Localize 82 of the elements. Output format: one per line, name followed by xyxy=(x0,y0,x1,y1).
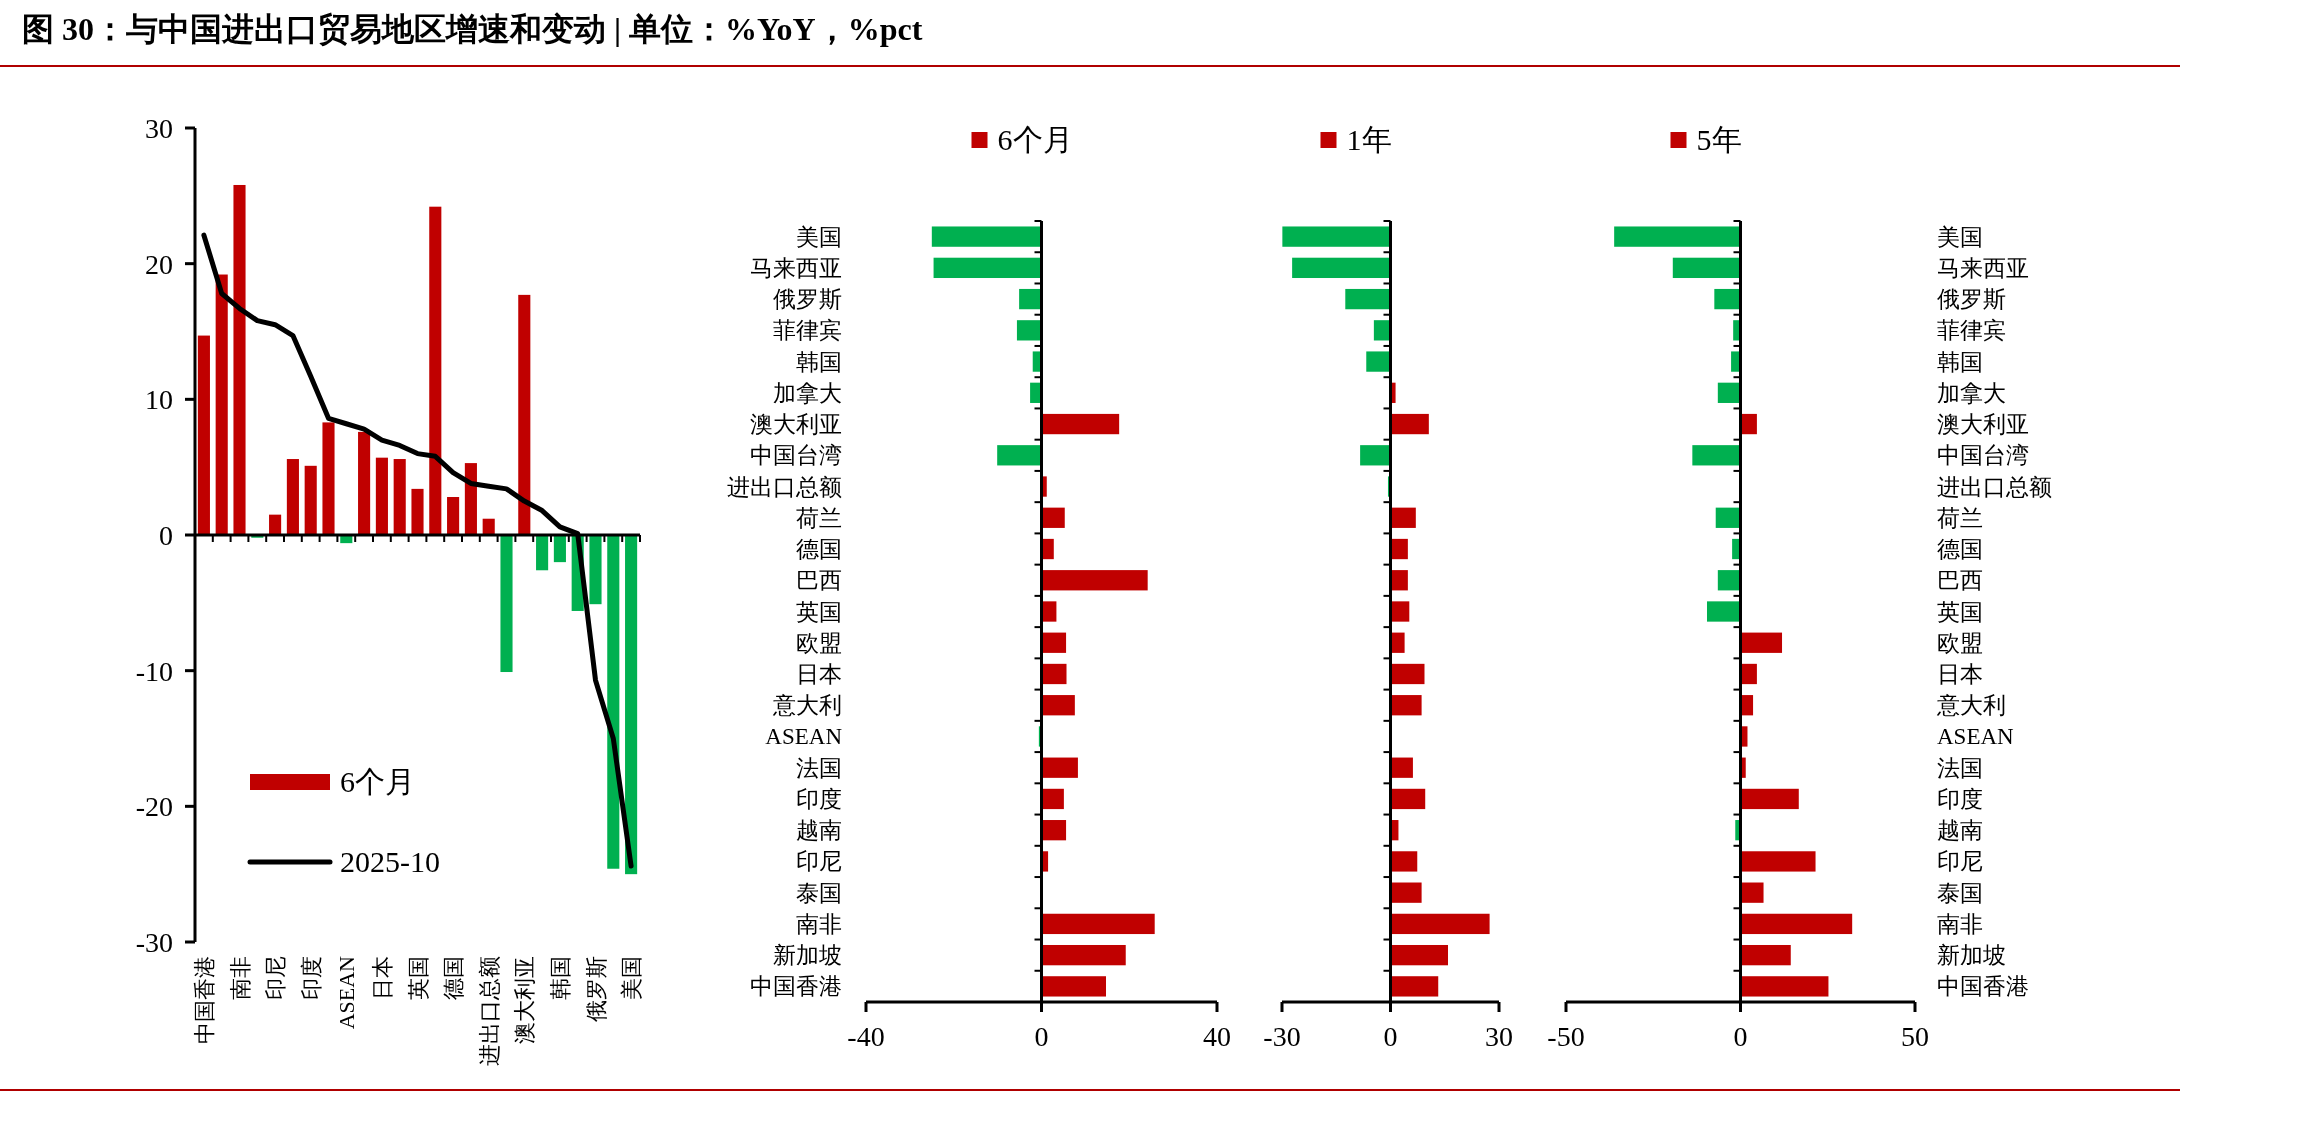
y-tick-label: 韩国 xyxy=(796,349,842,375)
y-tick-label: -20 xyxy=(135,791,173,823)
y-tick-label: -30 xyxy=(135,927,173,958)
x-tick-label: 50 xyxy=(1901,1021,1929,1052)
y2-tick-label: 巴西 xyxy=(1937,568,1983,594)
y-tick-label: 南非 xyxy=(796,911,842,937)
y-tick-label: 日本 xyxy=(796,661,842,687)
y2-tick-label: 越南 xyxy=(1937,818,1983,844)
y-tick-label: 0 xyxy=(159,520,173,551)
y-tick-label: ASEAN xyxy=(765,724,843,750)
x-tick-label: 进出口总额 xyxy=(476,956,502,1066)
y-tick-label: 泰国 xyxy=(796,880,842,906)
y-tick-label: 澳大利亚 xyxy=(750,412,842,438)
y-tick-label: 印尼 xyxy=(796,849,842,875)
x-tick-label: 韩国 xyxy=(547,956,573,1000)
y2-tick-label: ASEAN xyxy=(1937,724,2015,750)
legend-label: 1年 xyxy=(1346,123,1392,156)
legend-label: 6个月 xyxy=(340,765,415,798)
y2-tick-label: 欧盟 xyxy=(1937,630,1983,656)
x-tick-label: 30 xyxy=(1485,1021,1513,1052)
y-tick-label: 英国 xyxy=(796,599,842,625)
y2-tick-label: 印度 xyxy=(1937,786,1983,812)
x-tick-label: 0 xyxy=(1034,1021,1049,1052)
y-tick-label: 俄罗斯 xyxy=(773,287,842,313)
y2-tick-label: 泰国 xyxy=(1937,880,1983,906)
y-tick-label: 德国 xyxy=(796,537,842,563)
y2-tick-label: 新加坡 xyxy=(1937,943,2006,969)
legend-label: 2025-10 xyxy=(340,845,440,878)
x-tick-label: 0 xyxy=(1383,1021,1398,1052)
x-tick-label: 俄罗斯 xyxy=(583,956,609,1022)
x-tick-label: 0 xyxy=(1733,1021,1748,1052)
y2-tick-label: 中国台湾 xyxy=(1937,443,2029,469)
y2-tick-label: 俄罗斯 xyxy=(1937,287,2006,313)
x-tick-label: 南非 xyxy=(227,956,253,1000)
y-tick-label: 菲律宾 xyxy=(773,318,842,344)
y2-tick-label: 法国 xyxy=(1937,755,1983,781)
y2-tick-label: 韩国 xyxy=(1937,349,1983,375)
y-tick-label: 印度 xyxy=(796,786,842,812)
x-tick-label: 德国 xyxy=(441,956,467,1000)
y2-tick-label: 荷兰 xyxy=(1937,505,1983,531)
x-tick-label: 印尼 xyxy=(263,956,289,1000)
x-tick-label: 澳大利亚 xyxy=(512,956,538,1044)
x-tick-label: -40 xyxy=(847,1021,885,1052)
y2-tick-label: 印尼 xyxy=(1937,849,1983,875)
y-tick-label: 巴西 xyxy=(796,568,842,594)
x-tick-label: 日本 xyxy=(369,956,395,1000)
y-tick-label: 进出口总额 xyxy=(727,474,842,500)
y2-tick-label: 澳大利亚 xyxy=(1937,412,2029,438)
y-tick-label: 越南 xyxy=(796,818,842,844)
y-tick-label: 荷兰 xyxy=(796,505,842,531)
y2-tick-label: 英国 xyxy=(1937,599,1983,625)
y-tick-label: 中国台湾 xyxy=(750,443,842,469)
y-tick-label: 美国 xyxy=(796,224,842,250)
y-tick-label: 30 xyxy=(145,113,173,144)
y2-tick-label: 意大利 xyxy=(1936,693,2006,719)
y-tick-label: 欧盟 xyxy=(796,630,842,656)
x-tick-label: 40 xyxy=(1203,1021,1231,1052)
x-tick-label: ASEAN xyxy=(334,955,360,1030)
y-tick-label: 20 xyxy=(145,248,173,280)
x-tick-label: 美国 xyxy=(619,956,645,1000)
y-tick-label: 加拿大 xyxy=(773,380,842,406)
y-tick-label: 马来西亚 xyxy=(750,255,842,281)
chart-title: 图 30：与中国进出口贸易地区增速和变动 | 单位：%YoY，%pct xyxy=(22,11,923,47)
y2-tick-label: 菲律宾 xyxy=(1937,318,2006,344)
legend-label: 5年 xyxy=(1696,123,1742,156)
y2-tick-label: 南非 xyxy=(1937,911,1983,937)
y-tick-label: 新加坡 xyxy=(773,943,842,969)
y2-tick-label: 进出口总额 xyxy=(1937,474,2052,500)
y2-tick-label: 马来西亚 xyxy=(1937,255,2029,281)
x-tick-label: -50 xyxy=(1547,1021,1585,1052)
x-tick-label: -30 xyxy=(1263,1021,1301,1052)
y-tick-label: 法国 xyxy=(796,755,842,781)
y-tick-label: 意大利 xyxy=(772,693,842,719)
y-tick-label: -10 xyxy=(135,655,173,687)
x-tick-label: 英国 xyxy=(405,956,431,1000)
x-tick-label: 印度 xyxy=(298,956,324,1000)
legend-label: 6个月 xyxy=(997,123,1073,156)
y2-tick-label: 加拿大 xyxy=(1937,380,2006,406)
y2-tick-label: 德国 xyxy=(1937,537,1983,563)
y2-tick-label: 日本 xyxy=(1937,661,1983,687)
y2-tick-label: 美国 xyxy=(1937,224,1983,250)
y-tick-label: 10 xyxy=(145,384,173,416)
